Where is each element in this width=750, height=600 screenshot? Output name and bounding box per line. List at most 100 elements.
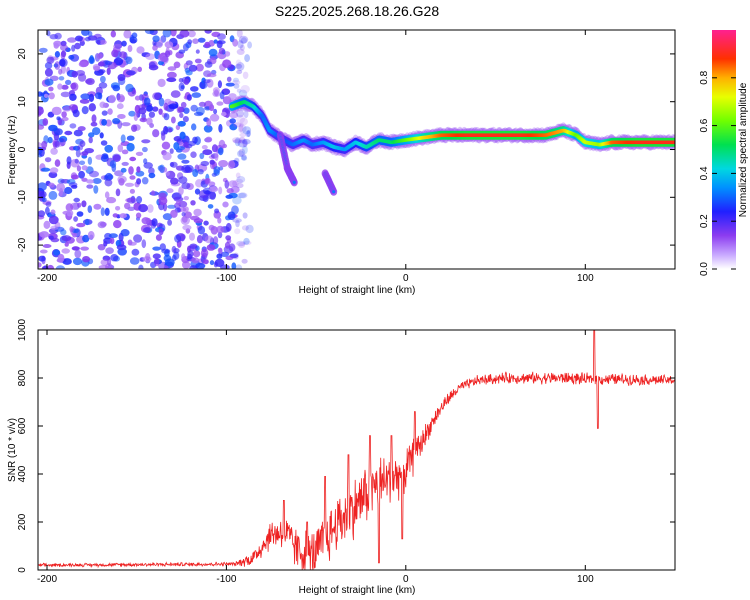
noise-speck [152, 92, 161, 100]
noise-speck [44, 68, 53, 77]
noise-speck [71, 44, 76, 52]
noise-speck [161, 248, 171, 254]
noise-speck [226, 76, 232, 83]
chart-title: S225.2025.268.18.26.G28 [275, 3, 439, 19]
noise-speck [100, 140, 108, 146]
noise-speck [202, 149, 213, 156]
noise-speck [203, 220, 209, 226]
noise-speck [56, 182, 66, 192]
noise-speck [236, 48, 245, 56]
noise-speck [232, 180, 239, 188]
noise-speck [146, 105, 154, 112]
noise-speck [144, 30, 155, 35]
noise-speck [195, 49, 200, 54]
noise-speck [209, 104, 215, 112]
noise-speck [73, 197, 80, 203]
noise-speck [189, 243, 198, 249]
noise-speck [236, 176, 246, 183]
colorbar-tick-label: 0.4 [699, 166, 710, 180]
snr-ylabel: SNR (10 * v/v) [7, 418, 18, 482]
noise-speck [235, 182, 244, 189]
noise-speck [236, 69, 243, 75]
noise-speck [104, 207, 110, 216]
noise-speck [106, 196, 117, 204]
noise-speck [152, 35, 160, 43]
noise-speck [148, 172, 156, 179]
noise-speck [203, 259, 209, 265]
noise-speck [232, 218, 242, 223]
noise-speck [187, 250, 194, 258]
noise-speck [204, 61, 213, 68]
noise-speck [91, 114, 97, 123]
noise-speck [97, 244, 106, 251]
snr-frame [37, 329, 676, 571]
noise-speck [108, 94, 116, 104]
noise-speck [135, 151, 144, 156]
noise-speck [57, 83, 63, 90]
noise-speck [217, 217, 222, 224]
noise-speck [216, 101, 224, 106]
noise-speck [242, 126, 252, 135]
noise-speck [138, 264, 144, 269]
noise-speck [38, 210, 46, 218]
y-tick-label: -20 [17, 237, 28, 252]
noise-speck [47, 136, 53, 144]
noise-speck [198, 101, 206, 107]
noise-speck [159, 164, 165, 174]
noise-speck [108, 233, 118, 239]
noise-speck [209, 113, 220, 122]
noise-speck [236, 114, 246, 124]
noise-speck [54, 61, 61, 70]
noise-speck [87, 205, 93, 214]
noise-speck [218, 186, 223, 195]
noise-speck [138, 107, 147, 115]
signal-core [672, 140, 675, 145]
noise-speck [86, 184, 94, 189]
noise-speck [72, 257, 83, 266]
noise-speck [98, 265, 109, 269]
noise-speck [120, 229, 130, 237]
noise-speck [237, 40, 244, 49]
noise-speck [158, 97, 165, 107]
noise-speck [141, 177, 149, 185]
noise-speck [147, 204, 154, 213]
noise-speck [136, 46, 145, 54]
noise-speck [198, 81, 208, 90]
noise-speck [236, 192, 247, 199]
noise-speck [40, 167, 51, 172]
noise-speck [135, 212, 142, 219]
noise-speck [129, 156, 137, 162]
noise-speck [174, 234, 182, 243]
noise-speck [100, 75, 106, 83]
noise-speck [186, 94, 192, 101]
noise-speck [236, 109, 245, 118]
noise-speck [38, 142, 42, 147]
noise-speck [48, 124, 58, 132]
noise-speck [100, 207, 105, 217]
noise-speck [178, 82, 185, 92]
noise-speck [225, 255, 234, 261]
noise-speck [163, 125, 169, 135]
noise-speck [96, 53, 103, 60]
noise-speck [103, 240, 108, 247]
noise-speck [222, 59, 232, 68]
y-tick-label: 0 [17, 567, 28, 573]
noise-speck [166, 77, 177, 83]
noise-speck [43, 93, 49, 99]
x-tick-label: -100 [216, 273, 236, 284]
noise-speck [46, 264, 54, 269]
noise-speck [81, 177, 88, 182]
noise-speck [246, 129, 251, 138]
noise-speck [95, 92, 102, 100]
noise-speck [243, 110, 249, 119]
noise-speck [167, 71, 177, 79]
noise-speck [167, 66, 177, 71]
noise-speck [61, 84, 69, 90]
spectrogram-ylabel: Frequency (Hz) [7, 116, 18, 185]
noise-speck [171, 245, 177, 254]
noise-speck [151, 190, 155, 196]
spectrogram-xlabel: Height of straight line (km) [299, 285, 416, 296]
noise-speck [219, 91, 225, 100]
noise-speck [75, 35, 83, 42]
noise-speck [170, 90, 181, 98]
